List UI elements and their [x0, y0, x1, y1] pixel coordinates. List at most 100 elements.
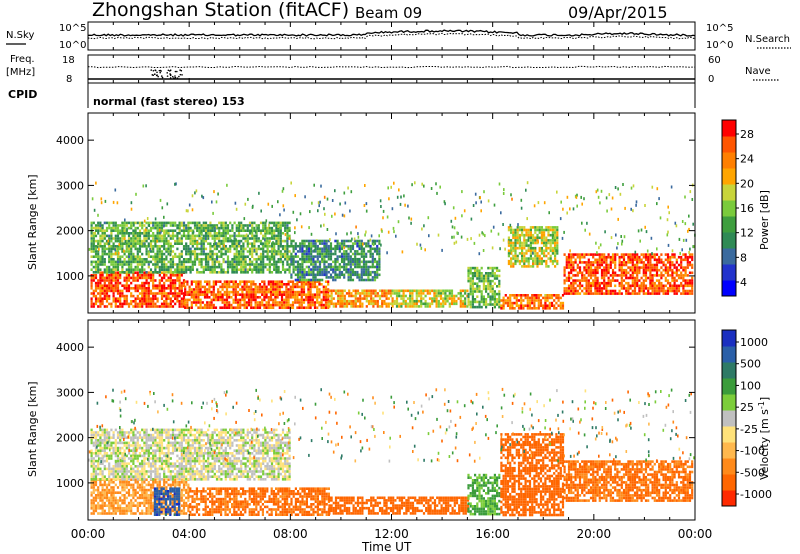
heatmap-cell	[116, 260, 120, 264]
heatmap-cell	[288, 250, 291, 253]
heatmap-cell	[551, 239, 554, 242]
heatmap-cell	[99, 297, 102, 300]
heatmap-cell	[316, 285, 319, 289]
heatmap-cell	[636, 268, 639, 272]
heatmap-cell	[554, 265, 557, 268]
heatmap-cell	[209, 245, 212, 248]
heatmap-cell	[176, 242, 179, 245]
heatmap-cell	[534, 246, 537, 250]
heatmap-cell	[627, 289, 630, 293]
heatmap-cell	[341, 213, 344, 217]
heatmap-cell	[156, 287, 159, 290]
heatmap-cell	[286, 234, 289, 238]
heatmap-cell	[244, 255, 247, 258]
heatmap-cell	[207, 237, 210, 240]
heatmap-cell	[264, 263, 267, 266]
heatmap-cell	[125, 276, 128, 280]
heatmap-cell	[200, 265, 203, 269]
heatmap-cell	[301, 276, 304, 279]
heatmap-cell	[127, 221, 131, 225]
heatmap-cell	[220, 239, 223, 243]
freq-dot	[152, 69, 155, 72]
heatmap-cell	[365, 244, 368, 248]
heatmap-cell	[132, 305, 135, 308]
heatmap-cell	[209, 247, 212, 251]
heatmap-cell	[301, 257, 304, 261]
heatmap-cell	[252, 290, 255, 294]
heatmap-cell	[545, 243, 547, 247]
heatmap-cell	[485, 303, 488, 306]
heatmap-cell	[303, 255, 306, 258]
heatmap-cell	[254, 230, 257, 234]
heatmap-cell	[498, 269, 501, 272]
heatmap-cell	[378, 273, 381, 277]
heatmap-cell	[513, 301, 516, 305]
heatmap-cell	[320, 184, 322, 188]
heatmap-cell	[99, 237, 102, 240]
heatmap-cell	[653, 258, 656, 262]
heatmap-cell	[215, 234, 219, 238]
heatmap-cell	[141, 271, 144, 274]
heatmap-cell	[527, 228, 530, 232]
heatmap-cell	[615, 233, 617, 237]
heatmap-cell	[373, 270, 377, 274]
heatmap-cell	[189, 229, 192, 232]
heatmap-cell	[457, 292, 460, 295]
heatmap-cell	[482, 303, 485, 306]
heatmap-cell	[171, 279, 175, 282]
heatmap-cell	[189, 268, 192, 271]
heatmap-cell	[202, 258, 205, 261]
heatmap-cell	[467, 266, 470, 270]
heatmap-cell	[250, 301, 253, 304]
heatmap-cell	[234, 283, 237, 286]
heatmap-cell	[234, 280, 237, 283]
heatmap-cell	[143, 239, 146, 243]
heatmap-cell	[235, 271, 238, 274]
heatmap-cell	[481, 231, 483, 235]
heatmap-cell	[431, 299, 434, 303]
heatmap-cell	[114, 188, 117, 192]
heatmap-cell	[381, 229, 383, 233]
heatmap-cell	[211, 224, 214, 227]
heatmap-cell	[165, 271, 168, 274]
heatmap-cell	[389, 294, 393, 298]
heatmap-cell	[237, 268, 241, 271]
heatmap-cell	[546, 294, 549, 297]
heatmap-cell	[594, 253, 597, 256]
heatmap-cell	[509, 304, 512, 307]
heatmap-cell	[209, 232, 212, 235]
heatmap-cell	[478, 290, 481, 293]
heatmap-cell	[190, 303, 193, 307]
heatmap-cell	[585, 266, 588, 269]
heatmap-cell	[633, 289, 637, 293]
heatmap-cell	[518, 246, 521, 250]
heatmap-cell	[476, 274, 479, 278]
heatmap-cell	[309, 301, 312, 304]
heatmap-cell	[105, 287, 109, 290]
heatmap-cell	[96, 245, 99, 249]
heatmap-cell	[535, 296, 538, 300]
heatmap-cell	[666, 289, 670, 293]
heatmap-cell	[318, 283, 321, 286]
heatmap-cell	[121, 271, 124, 274]
heatmap-cell	[538, 262, 541, 266]
date-label: 09/Apr/2015	[568, 3, 668, 22]
heatmap-cell	[289, 285, 292, 289]
heatmap-cell	[537, 299, 540, 302]
heatmap-cell	[631, 284, 634, 288]
heatmap-cell	[149, 305, 153, 308]
heatmap-cell	[367, 239, 370, 243]
heatmap-cell	[119, 263, 122, 266]
heatmap-cell	[280, 285, 284, 289]
heatmap-cell	[691, 263, 694, 267]
heatmap-cell	[343, 239, 346, 243]
heatmap-cell	[204, 232, 208, 235]
heatmap-cell	[258, 303, 262, 307]
heatmap-cell	[347, 273, 350, 277]
heatmap-cell	[268, 268, 271, 271]
heatmap-cell	[393, 292, 396, 295]
heatmap-cell	[299, 270, 302, 274]
heatmap-cell	[246, 250, 249, 253]
heatmap-cell	[190, 250, 192, 254]
heatmap-cell	[316, 244, 319, 248]
